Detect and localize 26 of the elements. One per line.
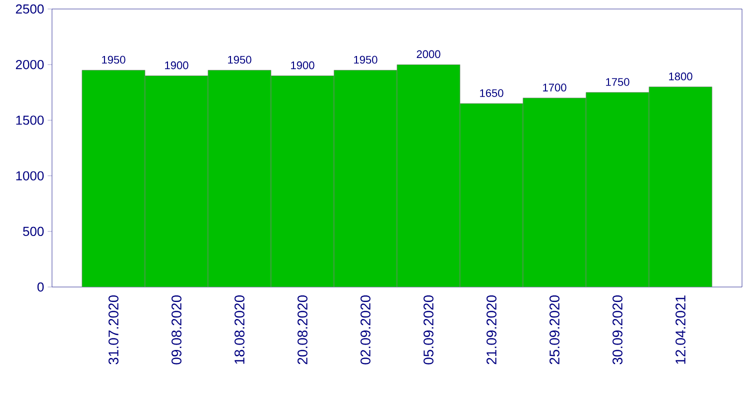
y-tick-label: 1500 [16, 116, 44, 125]
x-tick-label: 21.09.2020 [486, 295, 496, 364]
data-label: 1950 [228, 56, 252, 64]
y-tick-label: 2500 [16, 4, 44, 14]
x-tick-label: 05.09.2020 [424, 295, 434, 364]
data-label: 1950 [102, 56, 126, 64]
x-tick-label: 18.08.2020 [234, 295, 244, 364]
y-tick-label: 2000 [16, 60, 44, 70]
x-tick-label: 30.09.2020 [612, 295, 622, 364]
y-tick-label: 1000 [16, 171, 44, 180]
data-label: 1900 [165, 61, 188, 70]
x-tick-label: 25.09.2020 [550, 295, 560, 364]
data-label: 1800 [669, 72, 692, 80]
data-label: 2000 [416, 50, 440, 58]
data-label: 1950 [354, 56, 378, 64]
data-label: 1700 [543, 84, 566, 92]
x-tick-label: 20.08.2020 [298, 295, 308, 364]
data-label: 1750 [606, 78, 630, 86]
x-tick-label: 09.08.2020 [172, 295, 182, 364]
y-tick-label: 500 [23, 226, 44, 236]
x-tick-label: 02.09.2020 [360, 295, 370, 364]
x-tick-label: 31.07.2020 [108, 295, 118, 364]
x-tick-label: 12.04.2021 [676, 295, 686, 364]
data-label: 1650 [480, 89, 504, 97]
y-tick-label: 0 [37, 282, 44, 292]
data-label: 1900 [291, 61, 314, 70]
